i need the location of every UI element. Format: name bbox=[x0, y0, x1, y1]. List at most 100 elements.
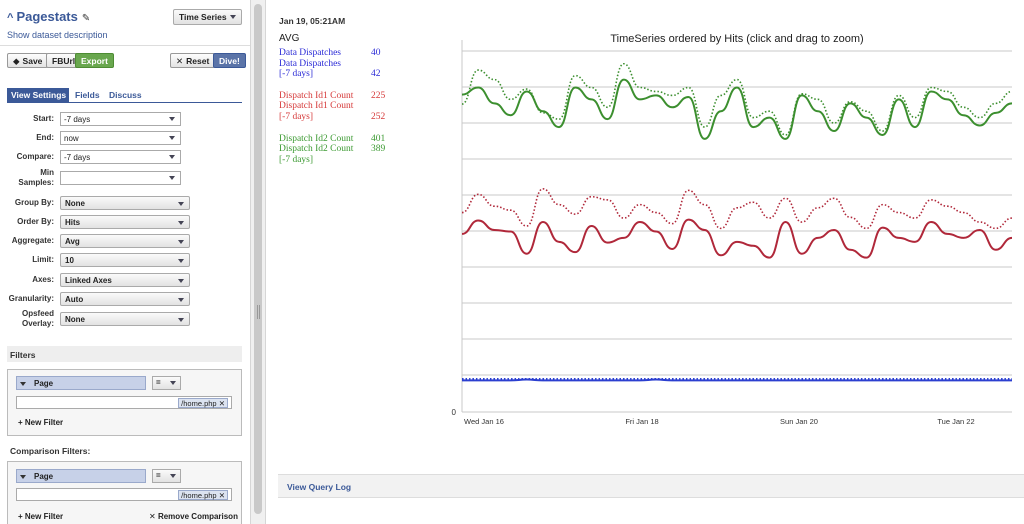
tab-view-settings[interactable]: View Settings bbox=[7, 88, 69, 102]
limit-value: 10 bbox=[65, 256, 74, 265]
remove-comparison-button[interactable]: ✕ Remove Comparison bbox=[149, 512, 238, 521]
chevron-down-icon bbox=[230, 15, 236, 19]
close-icon: ✕ bbox=[176, 56, 184, 66]
group-by-select[interactable]: None bbox=[60, 196, 190, 210]
min-samples-input[interactable] bbox=[60, 171, 181, 185]
filter-operator-select[interactable]: = bbox=[152, 376, 181, 390]
end-input[interactable]: now bbox=[60, 131, 181, 145]
remove-token-icon[interactable]: ✕ bbox=[218, 399, 225, 408]
save-button[interactable]: ◆ Save bbox=[7, 53, 49, 68]
legend-row: Data Dispatches 40 bbox=[279, 48, 381, 59]
axes-value: Linked Axes bbox=[65, 276, 112, 285]
end-value: now bbox=[64, 134, 79, 143]
chevron-down-icon bbox=[178, 259, 184, 263]
timeseries-chart[interactable]: TimeSeries ordered by Hits (click and dr… bbox=[266, 0, 1024, 470]
export-button[interactable]: Export bbox=[75, 53, 114, 68]
legend-series-value: 42 bbox=[371, 69, 381, 80]
limit-select[interactable]: 10 bbox=[60, 253, 190, 267]
triangle-down-icon bbox=[20, 475, 26, 479]
granularity-row: Granularity: Auto bbox=[0, 292, 250, 306]
legend-row: Dispatch Id2 Count 401 bbox=[279, 134, 385, 145]
resize-grip-icon[interactable] bbox=[257, 305, 260, 319]
order-by-value: Hits bbox=[65, 218, 81, 227]
chevron-down-icon bbox=[178, 279, 184, 283]
axes-select[interactable]: Linked Axes bbox=[60, 273, 190, 287]
view-query-log-link[interactable]: View Query Log bbox=[287, 482, 352, 492]
pencil-icon[interactable]: ✎ bbox=[81, 13, 91, 24]
min-samples-row: Min Samples: bbox=[0, 168, 250, 187]
opsfeed-label-1: Opsfeed bbox=[21, 309, 54, 318]
filter-value-text: /home.php bbox=[181, 399, 217, 408]
legend-series-label: Dispatch Id1 Count bbox=[279, 101, 354, 112]
filter-value-input[interactable]: /home.php ✕ bbox=[16, 396, 232, 409]
view-type-value: Time Series bbox=[179, 12, 227, 22]
end-label: End: bbox=[36, 133, 54, 142]
tab-underline bbox=[7, 102, 242, 103]
filter-operator-value: = bbox=[156, 378, 161, 387]
aggregate-label: AVG bbox=[279, 33, 300, 44]
chevron-down-icon bbox=[178, 202, 184, 206]
dataset-title-row: ^ Pagestats ✎ bbox=[7, 9, 90, 24]
opsfeed-select[interactable]: None bbox=[60, 312, 190, 326]
scrollbar-thumb[interactable] bbox=[254, 4, 262, 514]
chevron-down-icon bbox=[169, 176, 175, 180]
compare-row: Compare: -7 days bbox=[0, 150, 250, 164]
comparison-value-text: /home.php bbox=[181, 491, 217, 500]
comparison-field-value: Page bbox=[34, 472, 54, 481]
legend-series-value: 252 bbox=[371, 112, 386, 123]
series-line bbox=[461, 78, 1013, 140]
limit-row: Limit: 10 bbox=[0, 253, 250, 267]
chevron-down-icon bbox=[178, 318, 184, 322]
tab-fields[interactable]: Fields bbox=[75, 90, 100, 100]
tab-discuss[interactable]: Discuss bbox=[109, 90, 142, 100]
comparison-new-filter-button[interactable]: + New Filter bbox=[18, 512, 63, 521]
legend-series-label: Dispatch Id1 Count bbox=[279, 90, 354, 101]
filter-field-value: Page bbox=[34, 379, 54, 388]
legend-series-label: [-7 days] bbox=[279, 154, 314, 165]
chevron-down-icon bbox=[169, 136, 175, 140]
end-row: End: now bbox=[0, 131, 250, 145]
series-line bbox=[462, 378, 1012, 382]
legend-series-value: 401 bbox=[371, 133, 386, 144]
order-by-row: Order By: Hits bbox=[0, 215, 250, 229]
view-type-select[interactable]: Time Series bbox=[173, 9, 242, 25]
new-filter-label: New Filter bbox=[24, 418, 64, 427]
reset-button[interactable]: ✕ Reset bbox=[170, 53, 216, 68]
filters-heading: Filters bbox=[7, 346, 242, 362]
comparison-value-input[interactable]: /home.php ✕ bbox=[16, 488, 232, 501]
aggregate-select[interactable]: Avg bbox=[60, 234, 190, 248]
chart-legend: Data Dispatches 40 Data Dispatches [-7 days… bbox=[279, 48, 385, 166]
panel-scrollbar[interactable] bbox=[250, 0, 266, 524]
legend-series-value: 40 bbox=[371, 48, 381, 58]
series-line bbox=[461, 62, 1013, 136]
triangle-down-icon bbox=[20, 382, 26, 386]
comparison-operator-select[interactable]: = bbox=[152, 469, 181, 483]
dive-button[interactable]: Dive! bbox=[213, 53, 246, 68]
filters-box: Page = /home.php ✕ + New Filter bbox=[7, 369, 242, 436]
legend-row: Dispatch Id1 Count bbox=[279, 101, 353, 112]
axes-label: Axes: bbox=[32, 275, 54, 284]
legend-series-label: Data Dispatches bbox=[279, 58, 341, 69]
new-filter-button[interactable]: + New Filter bbox=[18, 418, 63, 427]
chevron-down-icon bbox=[169, 155, 175, 159]
start-input[interactable]: -7 days bbox=[60, 112, 181, 126]
collapse-caret-icon[interactable]: ^ bbox=[7, 12, 14, 24]
opsfeed-label: Opsfeed Overlay: bbox=[22, 309, 54, 329]
remove-token-icon[interactable]: ✕ bbox=[218, 491, 225, 500]
comparison-field-select[interactable]: Page bbox=[16, 469, 146, 483]
group-by-row: Group By: None bbox=[0, 196, 250, 210]
order-by-select[interactable]: Hits bbox=[60, 215, 190, 229]
axes-row: Axes: Linked Axes bbox=[0, 273, 250, 287]
filter-value-token[interactable]: /home.php ✕ bbox=[178, 398, 228, 408]
save-icon: ◆ bbox=[13, 56, 20, 66]
compare-input[interactable]: -7 days bbox=[60, 150, 181, 164]
filter-field-select[interactable]: Page bbox=[16, 376, 146, 390]
legend-series-value: 389 bbox=[371, 144, 386, 155]
granularity-select[interactable]: Auto bbox=[60, 292, 190, 306]
dive-label: Dive! bbox=[219, 56, 240, 66]
chevron-down-icon bbox=[178, 221, 184, 225]
comparison-filters-heading: Comparison Filters: bbox=[10, 446, 91, 456]
show-description-link[interactable]: Show dataset description bbox=[7, 30, 108, 40]
opsfeed-row: Opsfeed Overlay: None bbox=[0, 309, 250, 329]
comparison-value-token[interactable]: /home.php ✕ bbox=[178, 490, 228, 500]
